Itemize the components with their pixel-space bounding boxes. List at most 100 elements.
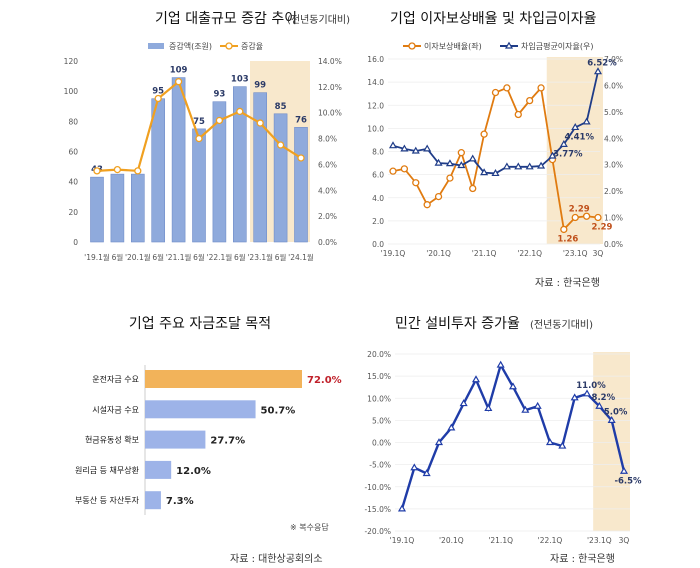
data-point [457, 161, 466, 169]
y-tick-label: 6.0 [372, 171, 384, 180]
bar [171, 77, 186, 243]
data-point [457, 149, 465, 157]
y2-tick-label: 4.0% [604, 134, 623, 143]
data-label: 6.52% [587, 59, 617, 69]
data-label: 76 [295, 115, 307, 125]
y-tick-label: 12.0 [367, 101, 384, 110]
data-point [93, 167, 101, 175]
data-point [388, 141, 398, 149]
y-tick-label: 0.0 [372, 240, 384, 249]
data-point [236, 107, 244, 116]
data-label: 95 [152, 87, 164, 97]
data-point [195, 134, 203, 143]
bar [110, 173, 125, 243]
data-point [471, 375, 481, 383]
data-point [389, 167, 397, 175]
data-point [400, 165, 409, 173]
data-point [491, 169, 500, 177]
chart-funding-purpose: 운전자금 수요 72.0% 시설자금 수요 50.7% 현금유동성 확보 27.7% 원리금… [75, 365, 342, 515]
data-label: 50.7% [261, 405, 296, 416]
data-label: 75 [193, 117, 205, 127]
data-label: 2.29 [569, 205, 590, 215]
x-tick-label: '21.1Q [488, 536, 513, 545]
bar [253, 92, 267, 243]
x-tick-label: '24.1월 [288, 252, 314, 262]
data-point [297, 154, 305, 162]
data-point [484, 404, 493, 412]
x-tick-label: '19.1Q [390, 536, 415, 545]
bar [145, 491, 161, 510]
y2-tick-label: 12.0% [318, 83, 342, 92]
data-point [434, 158, 443, 166]
chart3-source: 자료 : 대한상공회의소 [230, 553, 323, 565]
x-tick-label: 6월 [193, 252, 205, 262]
y2-tick-label: 6.0% [604, 81, 623, 90]
data-point [537, 84, 545, 92]
data-point [397, 504, 407, 512]
data-point [607, 415, 616, 423]
y2-tick-label: 0.0% [318, 238, 337, 247]
bar [151, 98, 165, 243]
chart3-title: 기업 주요 자금조달 목적 [129, 316, 271, 332]
data-label: 93 [213, 90, 225, 100]
x-tick-label: '19.1Q [381, 249, 406, 258]
data-point [256, 119, 264, 127]
data-label: 103 [231, 75, 249, 85]
y2-tick-label: 8.0% [318, 135, 337, 144]
data-point [445, 159, 454, 167]
y2-tick-label: 6.0% [318, 160, 337, 169]
data-label: 27.7% [210, 436, 245, 447]
legend-label: 이자보상배율(좌) [424, 41, 482, 51]
data-label: 3.77% [553, 149, 583, 159]
y2-tick-label: 7.0% [604, 55, 623, 64]
data-label: -6.5% [614, 476, 642, 486]
data-point [514, 110, 522, 119]
highlight-region [593, 352, 630, 531]
chart4-title: 민간 설비투자 증가율 [395, 316, 520, 332]
y-tick-label: 20 [68, 208, 78, 217]
category-label: 운전자금 수요 [92, 374, 139, 384]
legend-swatch [148, 43, 164, 49]
data-point [533, 401, 542, 409]
x-tick-label: '20.1월 [125, 252, 151, 262]
data-point [154, 94, 162, 103]
bar [212, 101, 227, 243]
data-point [559, 139, 568, 147]
data-label: 12.0% [176, 466, 211, 477]
y2-tick-label: 1.0% [604, 214, 623, 223]
data-point [537, 161, 546, 169]
x-tick-label: '21.1월 [166, 252, 192, 262]
chart2-title: 기업 이자보상배율 및 차입금이자율 [390, 11, 597, 27]
data-point [491, 88, 500, 97]
bar [145, 370, 302, 388]
data-point [504, 41, 514, 49]
y-tick-label: 60 [68, 148, 78, 157]
data-point [514, 162, 523, 170]
data-point [411, 146, 420, 154]
data-point [400, 144, 409, 152]
bar [145, 460, 172, 479]
y-tick-label: 2.0 [372, 217, 384, 226]
data-label: 4.41% [564, 132, 594, 142]
data-point [412, 179, 420, 187]
y2-tick-label: 5.0% [604, 108, 623, 117]
data-point [276, 141, 285, 149]
data-label: 72.0% [307, 375, 342, 386]
y2-tick-label: 0.0% [604, 240, 623, 249]
y-tick-label: 120 [64, 57, 79, 66]
y-tick-label: 15.0% [367, 372, 391, 381]
y-tick-label: 80 [68, 117, 78, 126]
chart-equipment-investment: -20.0% -15.0% -10.0% -5.0% 0.0% 5.0% 10.0% 15.0… [364, 350, 642, 545]
category-label: 현금유동성 확보 [85, 435, 139, 445]
data-label: 11.0% [576, 381, 606, 391]
x-tick-label: '22.1Q [538, 536, 563, 545]
bar [294, 127, 308, 243]
data-point [423, 201, 431, 209]
bar [145, 400, 256, 419]
data-point [215, 116, 224, 125]
y-tick-label: 14.0 [367, 78, 384, 87]
x-tick-label: '22.1월 [207, 252, 233, 262]
data-label: 1.26 [557, 234, 578, 244]
data-point [408, 42, 416, 50]
